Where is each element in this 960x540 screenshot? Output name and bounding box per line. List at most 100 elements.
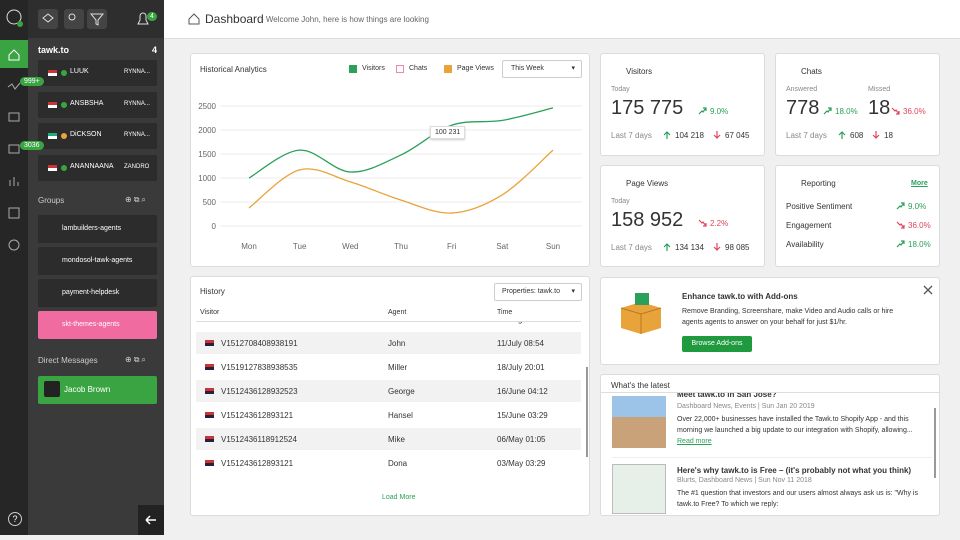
- legend-box[interactable]: [396, 65, 404, 73]
- read-more[interactable]: Read more: [677, 438, 712, 445]
- cell: 15/June 03:29: [497, 411, 548, 420]
- cell: Robert: [388, 322, 412, 324]
- history-row[interactable]: V1512436128932523 George 16/June 04:12: [196, 380, 581, 402]
- card-title: Historical Analytics: [200, 65, 267, 74]
- report-value: 18.0%: [896, 240, 931, 249]
- news-image: [612, 396, 666, 448]
- visitor-agent: RYNNA...: [124, 101, 150, 107]
- group-item[interactable]: skt-themes-agents: [38, 311, 157, 339]
- label: Last 7 days: [611, 131, 652, 140]
- col-head: Time: [497, 309, 513, 316]
- latest-card: What's the latest Meet tawk.to in San Jo…: [600, 374, 940, 516]
- legend-box[interactable]: [349, 65, 357, 73]
- arrow: [663, 131, 671, 139]
- more-link[interactable]: More: [911, 180, 928, 187]
- arrow: [698, 219, 707, 227]
- group-name: lambuilders-agents: [62, 225, 122, 232]
- dm-tools[interactable]: ⊕⧉⌕: [125, 355, 148, 364]
- visitor-item[interactable]: LUUK RYNNA...: [38, 60, 157, 86]
- group-item[interactable]: lambuilders-agents: [38, 215, 157, 243]
- divider: [612, 457, 932, 458]
- cell: 06/May 01:05: [497, 435, 546, 444]
- scrollbar[interactable]: [586, 367, 588, 457]
- label: Today: [611, 198, 630, 205]
- property-select[interactable]: Properties: tawk.to ▾: [494, 283, 582, 301]
- scrollbar[interactable]: [934, 408, 936, 478]
- news-text: The #1 question that investors and our u…: [677, 490, 918, 508]
- change-value: 2.2%: [710, 219, 729, 228]
- history-row[interactable]: V151243612893121 Dona 03/May 03:29: [196, 452, 581, 474]
- down: 67 045: [713, 131, 749, 140]
- status: [61, 70, 67, 76]
- visitor-item[interactable]: ANANNAANA ZANDRO: [38, 155, 157, 181]
- y-tick-label: 2000: [198, 126, 216, 135]
- caret: ▾: [571, 288, 575, 295]
- load-more[interactable]: Load More: [382, 494, 416, 501]
- cell: V1512708408938191: [221, 339, 298, 348]
- visitor-agent: RYNNA...: [124, 132, 150, 138]
- legend-box[interactable]: [444, 65, 452, 73]
- flag: [205, 412, 214, 418]
- badge: 3036: [20, 141, 44, 150]
- group-item[interactable]: payment-helpdesk: [38, 279, 157, 307]
- news-text: Over 22,000+ businesses have installed t…: [677, 416, 913, 434]
- help[interactable]: ?: [8, 512, 22, 526]
- cell: John: [388, 339, 406, 348]
- site-name: tawk.to: [38, 45, 70, 55]
- stat: 175 775: [611, 97, 684, 119]
- history-row[interactable]: V1512708408938191 John 11/July 08:54: [196, 332, 581, 354]
- card-title: Visitors: [626, 67, 653, 76]
- status: [61, 165, 67, 171]
- avatar: [44, 381, 60, 397]
- home-nav[interactable]: [0, 40, 28, 68]
- y-tick-label: 0: [212, 222, 217, 231]
- report-number: 9.0%: [908, 202, 927, 211]
- arrow: [872, 131, 880, 139]
- x-tick-label: Sat: [496, 242, 509, 251]
- visitor-item[interactable]: ANSBSHA RYNNA...: [38, 92, 157, 118]
- change: 2.2%: [698, 219, 728, 228]
- cell: Miller: [388, 363, 408, 372]
- history-row[interactable]: V1512436118912524 Mike 06/May 01:05: [196, 428, 581, 450]
- up: 608: [838, 131, 863, 140]
- card-title: What's the latest: [611, 381, 670, 390]
- chats-card: Chats Answered 778 18.0% Missed 18 36.0%…: [775, 53, 940, 156]
- dm-item[interactable]: Jacob Brown: [38, 376, 157, 404]
- collapse-button[interactable]: [138, 505, 164, 535]
- cell: V151243612893121: [221, 459, 294, 468]
- period-select[interactable]: This Week ▾: [502, 60, 582, 78]
- site-count: 4: [152, 45, 158, 55]
- change: 36.0%: [891, 107, 926, 116]
- up-value: 134 134: [675, 243, 704, 252]
- history-row[interactable]: V1512783012893817 Robert 18/August 18:42: [196, 322, 581, 330]
- reporting-card: Reporting More Positive Sentiment 9.0% Eng…: [775, 165, 940, 267]
- addons-title: Enhance tawk.to with Add-ons: [682, 292, 798, 301]
- group-item[interactable]: mondosol-tawk-agents: [38, 247, 157, 275]
- arrow: [896, 202, 905, 210]
- change-value: 18.0%: [835, 107, 858, 116]
- cell: 18/July 20:01: [497, 363, 545, 372]
- flag: [48, 70, 57, 76]
- history-card: History Properties: tawk.to ▾ Visitor Age…: [190, 276, 590, 516]
- history-row[interactable]: V1519127838938535 Miller 18/July 20:01: [196, 356, 581, 378]
- visitor-item[interactable]: DiCKSON RYNNA...: [38, 123, 157, 149]
- visitor-name: ANANNAANA: [70, 163, 114, 170]
- divider: [601, 392, 939, 393]
- group-tools[interactable]: ⊕⧉⌕: [125, 195, 148, 204]
- addons-button[interactable]: Browse Add-ons: [682, 336, 752, 352]
- card-title: History: [200, 287, 225, 296]
- y-tick-label: 1000: [198, 174, 216, 183]
- change-value: 9.0%: [710, 107, 729, 116]
- analytics-chart: 0 500 1000 1500 2000 2500 Mon Tue Wed Thu Fri Sat Su…: [198, 102, 582, 251]
- cell: George: [388, 387, 415, 396]
- y-tick-label: 500: [203, 198, 217, 207]
- flag: [205, 364, 214, 370]
- change: 9.0%: [698, 107, 728, 116]
- group-name: payment-helpdesk: [62, 289, 120, 296]
- x-tick-label: Fri: [447, 242, 457, 251]
- close[interactable]: [922, 284, 934, 296]
- up: 104 218: [663, 131, 704, 140]
- history-row[interactable]: V151243612893121 Hansel 15/June 03:29: [196, 404, 581, 426]
- status: [61, 102, 67, 108]
